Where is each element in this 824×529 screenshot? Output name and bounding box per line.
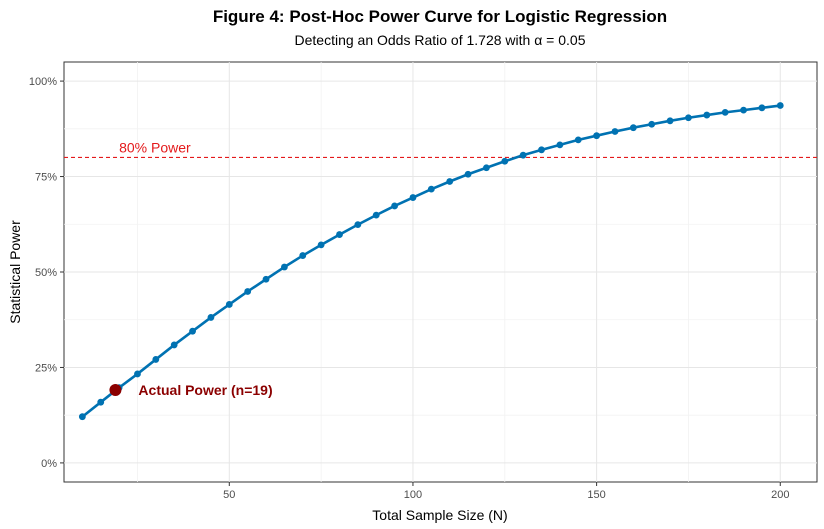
power-curve-point — [464, 170, 472, 178]
axis-ticks: 50 100 150 200 0% 25% 50% 75% 100% — [29, 76, 790, 501]
power-curve-point — [611, 128, 619, 135]
power-curve-point — [317, 241, 325, 249]
power-curve-point — [134, 370, 141, 378]
power-curve-point — [225, 301, 233, 308]
x-tick-label: 100 — [404, 489, 422, 501]
power-curve-point — [207, 314, 215, 321]
power-curve-point — [446, 178, 454, 185]
power-curve-point — [758, 104, 766, 112]
reference-line-group: 80% Power — [64, 139, 817, 159]
power-curve-point — [538, 146, 545, 154]
power-curve-point — [152, 356, 160, 363]
power-curve-point — [299, 252, 307, 259]
power-curve-point — [280, 263, 288, 271]
actual-power-point — [109, 383, 122, 396]
y-tick-label: 50% — [35, 267, 57, 279]
x-tick-label: 150 — [587, 489, 605, 501]
power-curve-point — [685, 114, 692, 122]
series-group — [78, 102, 784, 421]
x-tick-label: 200 — [771, 489, 789, 501]
power-curve-point — [776, 102, 784, 109]
power-curve-point — [244, 288, 252, 295]
y-tick-label: 0% — [41, 458, 57, 470]
power-curve-point — [391, 202, 398, 210]
y-tick-label: 100% — [29, 76, 57, 88]
power-curve-point — [703, 111, 711, 119]
power-curve-point — [721, 109, 729, 116]
power-curve-point — [427, 185, 435, 193]
power-curve-point — [78, 413, 86, 421]
power-curve-point — [372, 211, 380, 219]
power-curve-point — [336, 231, 343, 238]
reference-line-label: 80% Power — [119, 139, 191, 155]
power-curve-point — [629, 124, 637, 132]
y-tick-label: 75% — [35, 172, 57, 184]
x-axis-title: Total Sample Size (N) — [372, 507, 507, 523]
power-curve-point — [483, 164, 490, 172]
y-axis-title: Statistical Power — [7, 220, 23, 324]
power-curve-point — [354, 221, 362, 229]
power-curve-point — [97, 398, 105, 406]
power-curve-point — [262, 275, 270, 283]
power-curve-point — [409, 194, 417, 201]
chart-subtitle: Detecting an Odds Ratio of 1.728 with α … — [295, 32, 586, 48]
x-tick-label: 50 — [223, 489, 235, 501]
grid-lines — [64, 62, 817, 482]
highlight-group: Actual Power (n=19) — [109, 382, 273, 398]
power-curve-point — [593, 132, 601, 140]
power-curve-point — [666, 117, 674, 125]
actual-power-label: Actual Power (n=19) — [138, 382, 272, 398]
power-curve-point — [189, 327, 196, 335]
chart-title: Figure 4: Post-Hoc Power Curve for Logis… — [213, 7, 667, 26]
power-curve-point — [519, 151, 527, 159]
power-curve-point — [574, 136, 582, 144]
power-curve-point — [170, 341, 178, 349]
power-curve-point — [556, 141, 564, 149]
power-curve-point — [648, 120, 656, 128]
power-curve-point — [501, 157, 509, 165]
power-curve-point — [740, 106, 747, 114]
y-tick-label: 25% — [35, 362, 57, 374]
